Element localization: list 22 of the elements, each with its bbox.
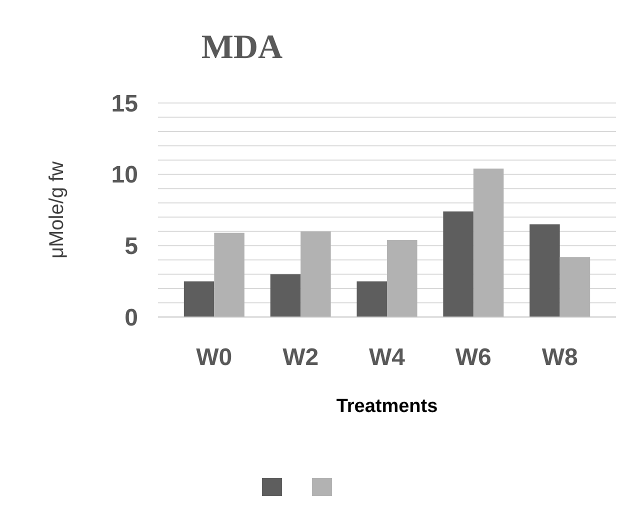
y-tick-label: 5: [124, 233, 138, 260]
bar: [530, 224, 560, 317]
y-axis-title: μMole/g fw: [46, 160, 68, 259]
x-tick-label: W2: [282, 344, 319, 371]
bar: [300, 231, 331, 317]
bar: [270, 274, 301, 317]
x-tick-label: W6: [455, 344, 492, 371]
x-tick-label: W4: [369, 344, 406, 371]
bar: [443, 211, 474, 317]
x-tick-label: W8: [542, 344, 578, 371]
bar: [184, 281, 214, 317]
x-tick-label: W0: [196, 344, 232, 371]
bar: [356, 281, 387, 317]
bar: [387, 240, 418, 317]
bar: [214, 232, 244, 317]
x-axis-title: Treatments: [336, 396, 438, 417]
y-tick-label: 0: [124, 304, 138, 332]
chart-title: MDA: [201, 29, 284, 66]
y-tick-label: 10: [111, 162, 138, 189]
bar: [560, 257, 590, 317]
bar: [473, 168, 504, 317]
y-tick-label: 15: [111, 90, 138, 118]
